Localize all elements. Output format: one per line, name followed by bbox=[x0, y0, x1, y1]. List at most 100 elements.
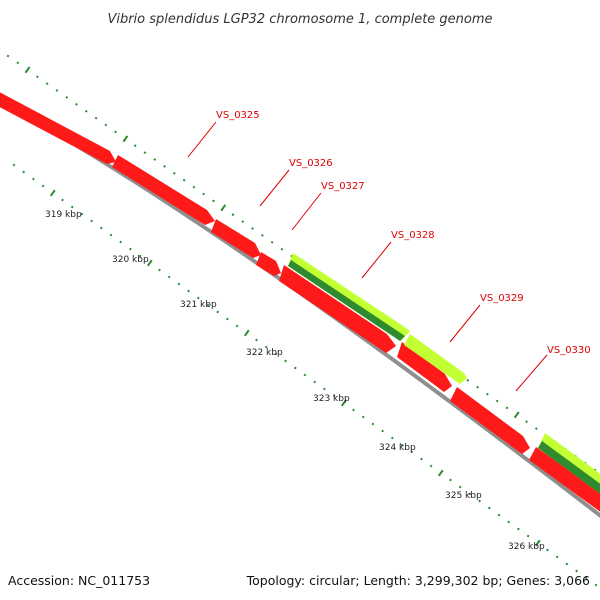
inner-minor-tick bbox=[206, 303, 210, 307]
gene-labels: VS_0325 VS_0326 VS_0327 VS_0328 VS_0329 … bbox=[187, 110, 591, 392]
inner-minor-tick bbox=[410, 450, 414, 454]
inner-minor-tick bbox=[313, 380, 317, 384]
outer-minor-tick bbox=[94, 116, 98, 120]
inner-minor-tick bbox=[235, 324, 239, 328]
callout-vs-0325 bbox=[187, 121, 217, 158]
scale-labels: 319 kbp 320 kbp 321 kbp 322 kbp 323 kbp 324 k… bbox=[45, 210, 545, 552]
inner-minor-tick bbox=[22, 170, 26, 174]
outer-minor-tick bbox=[143, 151, 147, 154]
inner-minor-tick bbox=[507, 520, 511, 524]
outer-minor-tick bbox=[505, 406, 509, 410]
outer-minor-tick bbox=[280, 247, 284, 251]
gene-label-vs-0328: VS_0328 bbox=[391, 230, 435, 241]
inner-minor-tick bbox=[284, 359, 288, 363]
inner-minor-tick bbox=[70, 205, 74, 209]
inner-minor-tick bbox=[594, 583, 598, 587]
inner-minor-tick bbox=[187, 289, 190, 293]
inner-minor-tick bbox=[119, 240, 123, 244]
inner-minor-tick bbox=[129, 247, 132, 251]
inner-minor-tick bbox=[390, 436, 394, 440]
gene-arrow-prev[interactable] bbox=[0, 87, 116, 164]
gene-arrow-vs-0329-rev[interactable] bbox=[397, 342, 452, 392]
inner-minor-tick bbox=[381, 429, 385, 433]
outer-minor-tick bbox=[45, 82, 49, 85]
inner-minor-tick bbox=[332, 394, 336, 398]
inner-minor-tick bbox=[478, 499, 482, 503]
outer-minor-tick bbox=[6, 54, 10, 58]
callout-vs-0329 bbox=[449, 304, 481, 343]
inner-minor-tick bbox=[109, 233, 113, 237]
outer-minor-tick bbox=[476, 385, 480, 389]
inner-minor-tick bbox=[274, 352, 278, 356]
inner-minor-tick bbox=[487, 506, 491, 510]
inner-minor-tick bbox=[12, 163, 16, 167]
callout-vs-0326 bbox=[259, 169, 290, 207]
inner-major-tick bbox=[243, 329, 250, 337]
outer-minor-tick bbox=[65, 95, 69, 99]
scale-label: 326 kbp bbox=[508, 542, 545, 552]
inner-minor-tick bbox=[458, 485, 462, 489]
gene-arrow-vs-0330-rev[interactable] bbox=[450, 387, 530, 454]
inner-minor-tick bbox=[429, 464, 433, 468]
gene-arrow-vs-0328-inner bbox=[288, 260, 405, 341]
gene-track bbox=[0, 87, 600, 516]
scale-label: 321 kbp bbox=[180, 300, 217, 310]
inner-minor-tick bbox=[565, 562, 569, 566]
map-title: Vibrio splendidus LGP32 chromosome 1, co… bbox=[107, 12, 492, 27]
inner-minor-tick bbox=[177, 282, 181, 286]
inner-minor-tick bbox=[293, 366, 297, 370]
outer-major-tick bbox=[513, 411, 520, 419]
gene-arrow-vs-0326[interactable] bbox=[211, 219, 261, 258]
outer-minor-tick bbox=[495, 399, 499, 403]
inner-minor-tick bbox=[264, 345, 268, 349]
gene-label-vs-0326: VS_0326 bbox=[289, 158, 333, 169]
outer-minor-tick bbox=[104, 123, 108, 127]
inner-major-tick bbox=[340, 399, 347, 407]
outer-minor-tick bbox=[241, 220, 245, 223]
inner-major-tick bbox=[146, 259, 153, 267]
inner-minor-tick bbox=[167, 275, 171, 279]
inner-minor-tick bbox=[352, 408, 355, 412]
inner-minor-tick bbox=[158, 268, 161, 272]
inner-minor-tick bbox=[80, 212, 84, 216]
inner-minor-tick bbox=[555, 555, 559, 559]
scale-ticks bbox=[6, 54, 598, 587]
gene-label-vs-0325: VS_0325 bbox=[216, 110, 260, 121]
gene-arrow-vs-0325[interactable] bbox=[112, 155, 215, 225]
scale-label: 323 kbp bbox=[313, 394, 350, 404]
inner-minor-tick bbox=[99, 226, 103, 230]
inner-minor-tick bbox=[584, 576, 588, 580]
outer-minor-tick bbox=[16, 61, 20, 65]
outer-minor-tick bbox=[260, 234, 264, 237]
inner-minor-tick bbox=[61, 198, 64, 202]
inner-minor-tick bbox=[31, 177, 35, 181]
inner-minor-tick bbox=[449, 478, 452, 482]
inner-minor-tick bbox=[216, 310, 220, 314]
outer-minor-tick bbox=[75, 102, 78, 106]
inner-minor-tick bbox=[400, 443, 404, 447]
outer-minor-tick bbox=[84, 109, 88, 113]
outer-minor-tick bbox=[202, 192, 206, 196]
outer-minor-tick bbox=[35, 75, 39, 79]
outer-minor-tick bbox=[270, 240, 274, 244]
outer-minor-tick bbox=[182, 178, 186, 182]
gene-arrow-vs-0327[interactable] bbox=[256, 252, 281, 276]
scale-label: 322 kbp bbox=[246, 348, 283, 358]
inner-minor-tick bbox=[196, 296, 200, 300]
gene-arrow-vs-0329[interactable] bbox=[404, 334, 467, 384]
inner-minor-tick bbox=[546, 548, 549, 552]
outer-minor-tick bbox=[466, 378, 470, 382]
scale-label: 325 kbp bbox=[445, 491, 482, 501]
callout-vs-0330 bbox=[515, 354, 548, 392]
gene-arrow-vs-0328-rev[interactable] bbox=[279, 265, 396, 353]
inner-major-tick bbox=[437, 469, 444, 477]
inner-minor-tick bbox=[468, 492, 472, 496]
gene-label-vs-0329: VS_0329 bbox=[480, 293, 524, 304]
callout-vs-0328 bbox=[361, 241, 392, 279]
inner-major-tick bbox=[49, 189, 56, 197]
scale-label: 324 kbp bbox=[379, 443, 416, 453]
outer-minor-tick bbox=[163, 165, 166, 168]
inner-minor-tick bbox=[303, 373, 307, 377]
gene-arrow-next[interactable] bbox=[529, 447, 600, 516]
